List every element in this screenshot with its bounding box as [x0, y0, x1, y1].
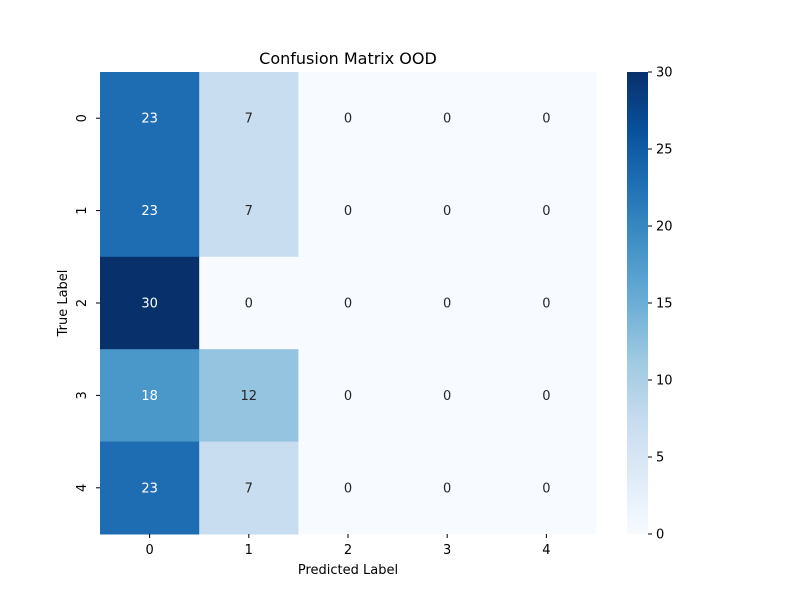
heatmap-cell-r0-c4 — [496, 72, 597, 165]
heatmap-cell-r3-c2 — [298, 349, 399, 443]
heatmap-cell-r1-c1 — [199, 164, 299, 258]
heatmap-cell-labels: 23 7 0 0 0 23 7 0 0 0 30 0 0 0 0 18 12 0 0 0 23 7 0 0 0 — [141, 112, 550, 497]
colorbar-tick-label: 5 — [656, 451, 664, 466]
heatmap-cell-r4-c3 — [397, 441, 498, 535]
heatmap-cells — [100, 72, 597, 535]
heatmap-cell-r1-c4 — [496, 164, 597, 258]
cell-value-r3-c1: 12 — [241, 389, 258, 404]
cell-value-r1-c2: 0 — [344, 204, 352, 219]
colorbar-tick-label: 25 — [656, 143, 673, 158]
x-tick-label: 1 — [245, 543, 253, 558]
colorbar-ticks: 0 5 10 15 20 25 30 — [648, 66, 673, 543]
heatmap-cell-r1-c0 — [100, 164, 200, 258]
x-tick-label: 3 — [443, 543, 451, 558]
cell-value-r4-c0: 23 — [141, 481, 158, 496]
y-tick-label: 1 — [75, 206, 90, 214]
cell-value-r3-c4: 0 — [542, 389, 550, 404]
cell-value-r0-c2: 0 — [344, 112, 352, 127]
chart-title: Confusion Matrix OOD — [259, 49, 437, 68]
heatmap-cell-r0-c0 — [100, 72, 200, 165]
cell-value-r4-c2: 0 — [344, 481, 352, 496]
heatmap-cell-r2-c3 — [397, 256, 498, 350]
x-axis-ticks: 0 1 2 3 4 — [145, 534, 551, 558]
y-tick-label: 3 — [75, 391, 90, 399]
cell-value-r2-c3: 0 — [443, 297, 451, 312]
heatmap-cell-r2-c1 — [199, 256, 299, 350]
heatmap-cell-r3-c3 — [397, 349, 498, 443]
cell-value-r4-c1: 7 — [245, 481, 253, 496]
heatmap-cell-r2-c0 — [100, 256, 200, 350]
cell-value-r4-c4: 0 — [542, 481, 550, 496]
colorbar-tick-label: 30 — [656, 66, 673, 81]
cell-value-r1-c3: 0 — [443, 204, 451, 219]
cell-value-r3-c3: 0 — [443, 389, 451, 404]
heatmap-cell-r0-c3 — [397, 72, 498, 165]
heatmap-cell-r0-c1 — [199, 72, 299, 165]
y-axis-ticks: 0 1 2 3 4 — [75, 114, 100, 492]
cell-value-r0-c4: 0 — [542, 112, 550, 127]
heatmap-cell-r3-c4 — [496, 349, 597, 443]
heatmap-cell-r1-c3 — [397, 164, 498, 258]
heatmap-cell-r4-c2 — [298, 441, 399, 535]
heatmap-cell-r0-c2 — [298, 72, 399, 165]
y-tick-label: 2 — [75, 299, 90, 307]
heatmap-cell-r3-c1 — [199, 349, 299, 443]
y-tick-label: 0 — [75, 114, 90, 122]
x-axis-label: Predicted Label — [298, 563, 398, 578]
cell-value-r0-c3: 0 — [443, 112, 451, 127]
colorbar-tick-label: 0 — [656, 528, 664, 543]
cell-value-r1-c4: 0 — [542, 204, 550, 219]
y-tick-label: 4 — [75, 484, 90, 492]
cell-value-r2-c2: 0 — [344, 297, 352, 312]
heatmap-cell-r2-c2 — [298, 256, 399, 350]
heatmap-cell-r4-c0 — [100, 441, 200, 535]
y-axis-label: True Label — [56, 270, 71, 338]
heatmap-cell-r3-c0 — [100, 349, 200, 443]
cell-value-r4-c3: 0 — [443, 481, 451, 496]
cell-value-r0-c1: 7 — [245, 112, 253, 127]
cell-value-r2-c4: 0 — [542, 297, 550, 312]
cell-value-r1-c0: 23 — [141, 204, 158, 219]
cell-value-r3-c2: 0 — [344, 389, 352, 404]
cell-value-r2-c0: 30 — [141, 297, 158, 312]
colorbar-tick-label: 15 — [656, 297, 673, 312]
heatmap-cell-r4-c1 — [199, 441, 299, 535]
cell-value-r3-c0: 18 — [141, 389, 158, 404]
colorbar — [627, 72, 648, 534]
colorbar-tick-label: 20 — [656, 220, 673, 235]
x-tick-label: 2 — [344, 543, 352, 558]
heatmap-cell-r4-c4 — [496, 441, 597, 535]
x-tick-label: 4 — [542, 543, 550, 558]
heatmap-cell-r1-c2 — [298, 164, 399, 258]
colorbar-tick-label: 10 — [656, 374, 673, 389]
heatmap-cell-r2-c4 — [496, 256, 597, 350]
x-tick-label: 0 — [145, 543, 153, 558]
cell-value-r0-c0: 23 — [141, 112, 158, 127]
cell-value-r2-c1: 0 — [245, 297, 253, 312]
cell-value-r1-c1: 7 — [245, 204, 253, 219]
